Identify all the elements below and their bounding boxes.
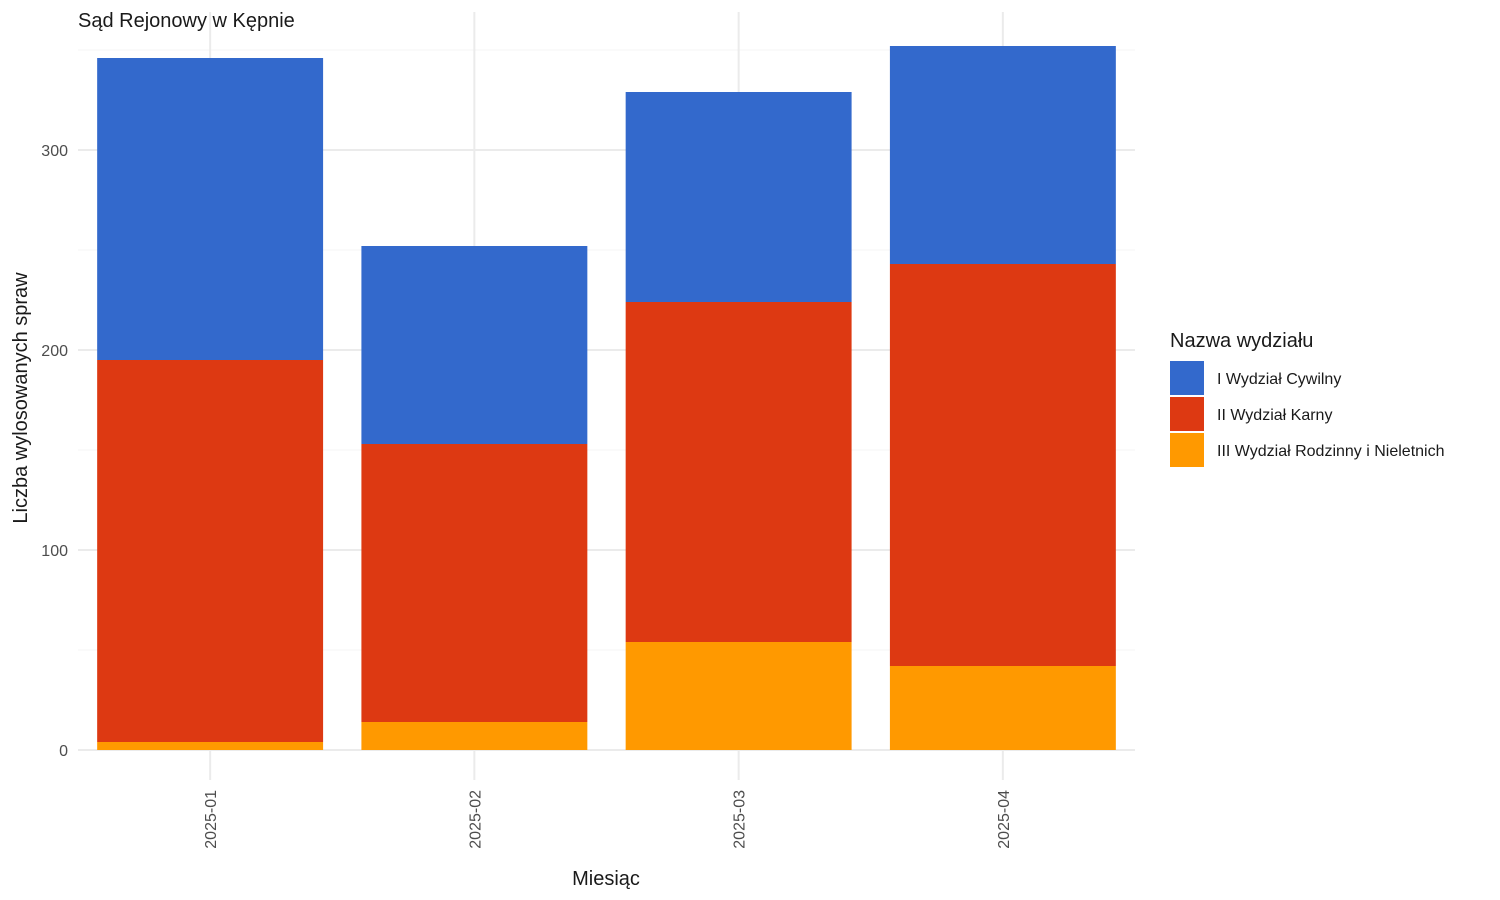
legend-items: I Wydział Cywilny II Wydział Karny III Wyd… (1170, 361, 1445, 467)
bar-segment (361, 246, 588, 444)
y-tick-label: 100 (41, 543, 68, 560)
y-axis-ticks: 0 100 200 300 (41, 143, 68, 760)
legend-label: II Wydział Karny (1217, 407, 1332, 424)
y-tick-label: 0 (59, 743, 68, 760)
y-tick-label: 300 (41, 143, 68, 160)
x-tick-label: 2025-04 (996, 790, 1013, 849)
bar-segment (361, 722, 588, 750)
y-axis-title: Liczba wylosowanych spraw (10, 272, 32, 524)
legend: Nazwa wydziału I Wydział Cywilny II Wydzi… (1170, 330, 1445, 467)
bars (97, 46, 1116, 750)
bar-segment (889, 264, 1116, 666)
x-axis-ticks: 2025-01 2025-02 2025-03 2025-04 (203, 790, 1013, 849)
bar-segment (625, 92, 852, 302)
bar-segment (889, 46, 1116, 264)
legend-title: Nazwa wydziału (1170, 330, 1313, 352)
bar-segment (625, 642, 852, 750)
legend-label: I Wydział Cywilny (1217, 371, 1341, 388)
legend-swatch (1170, 397, 1204, 431)
legend-swatch (1170, 433, 1204, 467)
legend-swatch (1170, 361, 1204, 395)
x-axis-title: Miesiąc (572, 868, 640, 890)
chart-title: Sąd Rejonowy w Kępnie (78, 10, 295, 32)
x-tick-label: 2025-01 (203, 790, 220, 849)
legend-label: III Wydział Rodzinny i Nieletnich (1217, 443, 1445, 460)
bar-segment (97, 742, 324, 750)
bar-segment (625, 302, 852, 642)
bar-segment (361, 444, 588, 722)
bar-segment (889, 666, 1116, 750)
bar-segment (97, 360, 324, 742)
x-tick-label: 2025-03 (732, 790, 749, 849)
x-tick-label: 2025-02 (467, 790, 484, 849)
y-tick-label: 200 (41, 343, 68, 360)
bar-segment (97, 58, 324, 360)
